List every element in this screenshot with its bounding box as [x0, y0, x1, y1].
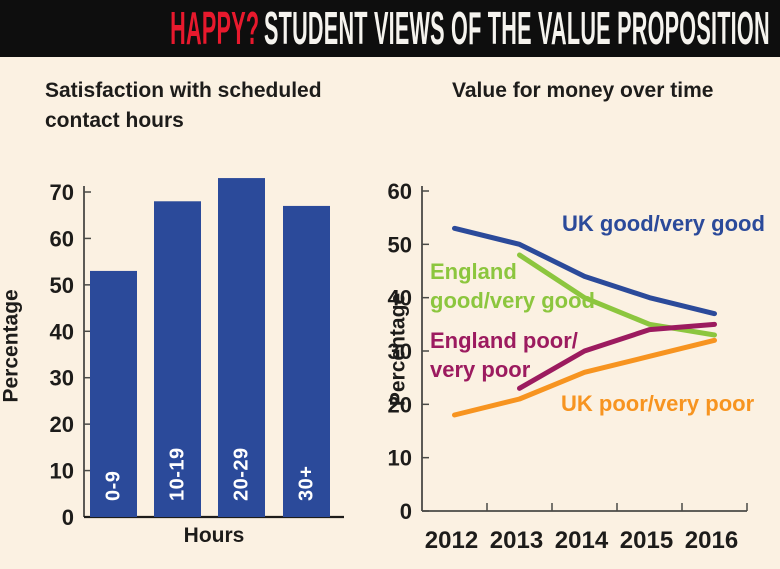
- y-tick-label: 40: [388, 286, 412, 311]
- series-line-england-poor-very-poor: [517, 321, 717, 391]
- header-bar: HAPPY? STUDENT VIEWS OF THE VALUE PROPOSI…: [0, 0, 780, 57]
- label-uk-poor-very-poor: UK poor/very poor: [561, 391, 755, 416]
- y-tick-label: 0: [62, 505, 74, 530]
- x-tick-label: 2016: [685, 527, 738, 554]
- bar-label: 10-19: [167, 447, 189, 501]
- bar-30+: [283, 205, 330, 517]
- x-tick-label: 2014: [555, 527, 609, 554]
- x-tick-label: 2012: [425, 527, 478, 554]
- bar-10-19: [154, 201, 201, 518]
- y-tick-label: 30: [50, 366, 74, 391]
- series-line-england-good-very-good: [517, 252, 717, 338]
- y-tick-label: 0: [400, 499, 412, 524]
- y-tick-label: 60: [388, 179, 412, 204]
- bar-chart-title: Satisfaction with scheduled contact hour…: [45, 79, 322, 132]
- y-tick-label: 60: [50, 226, 74, 251]
- headline-highlight: HAPPY?: [170, 1, 260, 54]
- bar-label: 20-29: [231, 447, 253, 501]
- series-line-uk-good-very-good: [452, 225, 717, 317]
- label-england-good-very-good: England good/very good: [430, 259, 595, 313]
- y-tick-label: 20: [388, 392, 412, 417]
- line-chart-title: Value for money over time: [452, 79, 714, 102]
- y-tick-label: 50: [50, 273, 74, 298]
- bar-label: 30+: [296, 466, 318, 501]
- y-tick-label: 70: [50, 180, 74, 205]
- y-tick-label: 20: [50, 412, 74, 437]
- line-chart-y-axis-label: Percentage: [386, 292, 410, 407]
- bar-20-29: [218, 178, 265, 518]
- y-tick-label: 10: [50, 459, 74, 484]
- y-tick-label: 10: [388, 446, 412, 471]
- bar-chart-y-axis-label: Percentage: [0, 289, 23, 403]
- label-england-poor-very-poor: England poor/ very poor: [430, 328, 578, 382]
- y-tick-label: 50: [388, 232, 412, 257]
- headline-title: STUDENT VIEWS OF THE VALUE PROPOSITION: [264, 1, 770, 54]
- bar-label: 0-9: [103, 471, 125, 501]
- x-tick-label: 2015: [620, 527, 673, 554]
- bar-0-9: [90, 270, 137, 517]
- bar-chart-x-axis-label: Hours: [183, 524, 245, 547]
- x-tick-label: 2013: [490, 527, 543, 554]
- headline: HAPPY? STUDENT VIEWS OF THE VALUE PROPOSI…: [170, 0, 770, 54]
- y-tick-label: 40: [50, 319, 74, 344]
- label-uk-good-very-good: UK good/very good: [562, 211, 765, 236]
- y-tick-label: 30: [388, 339, 412, 364]
- series-line-uk-poor-very-poor: [452, 337, 717, 418]
